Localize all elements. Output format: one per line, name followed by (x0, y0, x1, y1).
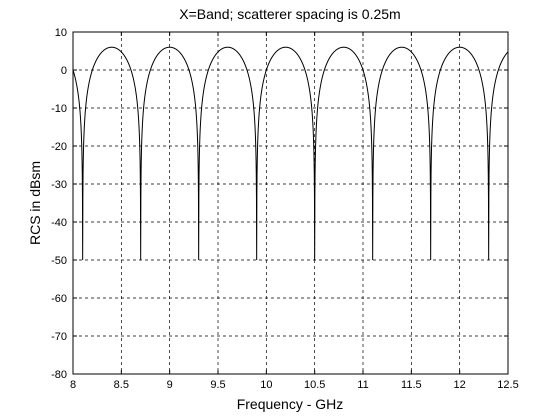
plot-area-background (73, 32, 508, 374)
x-tick-label: 8 (70, 379, 76, 391)
x-axis-label: Frequency - GHz (237, 396, 344, 412)
x-tick-label: 11.5 (401, 379, 422, 391)
x-tick-label: 9 (167, 379, 173, 391)
series-layer (72, 46, 509, 261)
x-tick-label: 12.5 (497, 379, 518, 391)
y-tick-label: -10 (51, 103, 67, 115)
y-tick-label: -30 (51, 179, 67, 191)
y-tick-label: -50 (51, 255, 67, 267)
x-tick-label: 10.5 (304, 379, 325, 391)
x-tick-label: 10 (260, 379, 272, 391)
x-tick-label: 11 (357, 379, 368, 391)
chart-title: X=Band; scatterer spacing is 0.25m (179, 6, 400, 22)
tick-layer (72, 31, 509, 375)
grid-layer (73, 32, 508, 374)
y-tick-label: -70 (51, 331, 67, 343)
y-tick-label: 0 (61, 65, 67, 77)
series-line (72, 46, 509, 261)
y-tick-label: -40 (51, 217, 67, 229)
y-tick-label: -20 (51, 141, 67, 153)
y-tick-label: -60 (51, 293, 67, 305)
tick-label-layer: 8 8.5 9 9.5 10 10.5 11 11.5 12 12.5 10 0 -10 -20 -30 -4… (51, 27, 519, 391)
x-tick-label: 8.5 (114, 379, 129, 391)
y-tick-label: 10 (55, 27, 67, 39)
x-tick-label: 12 (454, 379, 466, 391)
y-tick-label: -80 (51, 369, 67, 381)
y-axis-label: RCS in dBsm (27, 161, 43, 245)
x-tick-label: 9.5 (210, 379, 225, 391)
plot-frame (72, 31, 509, 375)
